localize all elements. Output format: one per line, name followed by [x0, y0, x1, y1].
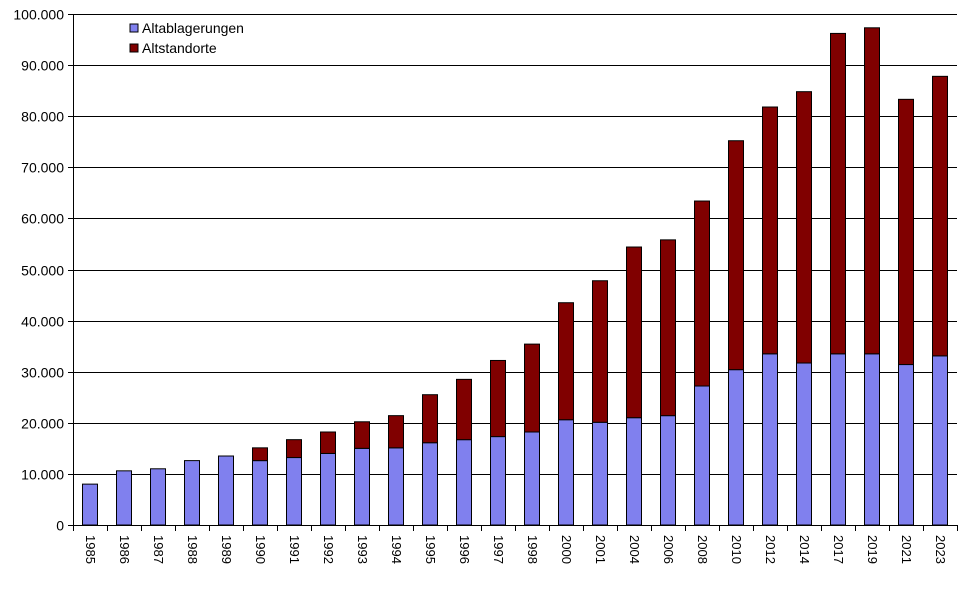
bar-altstandorte-1998	[524, 343, 540, 433]
x-tick-label: 1988	[185, 535, 200, 564]
y-tick-label: 80.000	[21, 109, 64, 125]
bar-altablagerungen-2004	[626, 417, 642, 526]
bar-altstandorte-1990	[252, 447, 268, 462]
y-tick-label: 0	[56, 518, 64, 534]
bar-altstandorte-1993	[354, 421, 370, 449]
bar-altablagerungen-2006	[660, 415, 676, 526]
x-tick-label: 2001	[593, 535, 608, 564]
bar-altablagerungen-1997	[490, 436, 506, 526]
bar-altablagerungen-1985	[82, 483, 98, 526]
bar-altablagerungen-1990	[252, 460, 268, 526]
bar-altstandorte-2021	[898, 98, 914, 366]
bar-altablagerungen-1992	[320, 452, 336, 526]
legend-label-altstandorte: Altstandorte	[142, 40, 217, 56]
y-tick-label: 70.000	[21, 160, 64, 176]
bar-altablagerungen-2019	[864, 353, 880, 526]
x-tick-label: 1989	[219, 535, 234, 564]
bar-altstandorte-1997	[490, 359, 506, 438]
x-tick-label: 2019	[865, 535, 880, 564]
legend-label-altablagerungen: Altablagerungen	[142, 20, 244, 36]
bar-altstandorte-1994	[388, 415, 404, 449]
bar-altablagerungen-1995	[422, 442, 438, 526]
x-tick-label: 1985	[83, 535, 98, 564]
y-tick-label: 90.000	[21, 58, 64, 74]
bar-altstandorte-2010	[728, 140, 744, 371]
x-tick-label: 2010	[729, 535, 744, 564]
x-tick-label: 2000	[559, 535, 574, 564]
bar-altablagerungen-2010	[728, 369, 744, 526]
bar-altablagerungen-1993	[354, 447, 370, 526]
bar-altablagerungen-2017	[830, 353, 846, 526]
legend-swatch-altablagerungen	[129, 23, 139, 33]
x-tick-label: 1986	[117, 535, 132, 564]
y-tick-label: 30.000	[21, 365, 64, 381]
bar-altablagerungen-2001	[592, 421, 608, 526]
bar-altstandorte-1996	[456, 378, 472, 441]
x-tick-label: 2023	[933, 535, 948, 564]
bar-altstandorte-2006	[660, 239, 676, 417]
bar-altstandorte-2012	[762, 106, 778, 355]
bar-altstandorte-1995	[422, 394, 438, 444]
bar-altablagerungen-2014	[796, 362, 812, 526]
y-tick-label: 100.000	[13, 7, 64, 23]
bar-altablagerungen-1986	[116, 470, 132, 526]
x-tick-label: 1996	[457, 535, 472, 564]
x-tick-label: 2021	[899, 535, 914, 564]
legend-swatch-altstandorte	[129, 43, 139, 53]
bar-altablagerungen-2012	[762, 353, 778, 526]
bar-altstandorte-2008	[694, 200, 710, 387]
x-tick-label: 1992	[321, 535, 336, 564]
bar-altstandorte-2001	[592, 280, 608, 423]
x-tick-label: 1991	[287, 535, 302, 564]
x-tick-label: 1990	[253, 535, 268, 564]
x-tick-label: 2006	[661, 535, 676, 564]
bar-altablagerungen-2023	[932, 355, 948, 526]
y-tick-label: 40.000	[21, 314, 64, 330]
y-tick-label: 60.000	[21, 211, 64, 227]
x-tick-label: 2017	[831, 535, 846, 564]
y-tick-label: 10.000	[21, 467, 64, 483]
bar-altstandorte-2014	[796, 91, 812, 364]
x-tick-label: 2014	[797, 535, 812, 564]
x-tick-label: 1993	[355, 535, 370, 564]
x-tick-label: 1994	[389, 535, 404, 564]
bar-altablagerungen-2021	[898, 364, 914, 526]
bar-altstandorte-1992	[320, 431, 336, 454]
bar-altablagerungen-1989	[218, 455, 234, 526]
bar-altablagerungen-2000	[558, 419, 574, 526]
bar-altstandorte-2019	[864, 27, 880, 355]
bar-altstandorte-1991	[286, 439, 302, 459]
bar-altablagerungen-2008	[694, 385, 710, 526]
y-tick-label: 20.000	[21, 416, 64, 432]
bar-altstandorte-2004	[626, 246, 642, 419]
bar-altstandorte-2017	[830, 32, 846, 355]
x-tick-label: 2012	[763, 535, 778, 564]
y-tick-label: 50.000	[21, 263, 64, 279]
x-tick-label: 1995	[423, 535, 438, 564]
x-tick-label: 2008	[695, 535, 710, 564]
bar-altstandorte-2023	[932, 75, 948, 357]
bar-altablagerungen-1987	[150, 468, 166, 526]
bar-altablagerungen-1991	[286, 457, 302, 526]
bar-altablagerungen-1996	[456, 439, 472, 526]
bar-altstandorte-2000	[558, 302, 574, 421]
x-tick-label: 1987	[151, 535, 166, 564]
x-tick-label: 1998	[525, 535, 540, 564]
x-tick-label: 1997	[491, 535, 506, 564]
bar-altablagerungen-1998	[524, 431, 540, 526]
x-tick-label: 2004	[627, 535, 642, 564]
bar-altablagerungen-1988	[184, 460, 200, 526]
bar-altablagerungen-1994	[388, 447, 404, 526]
